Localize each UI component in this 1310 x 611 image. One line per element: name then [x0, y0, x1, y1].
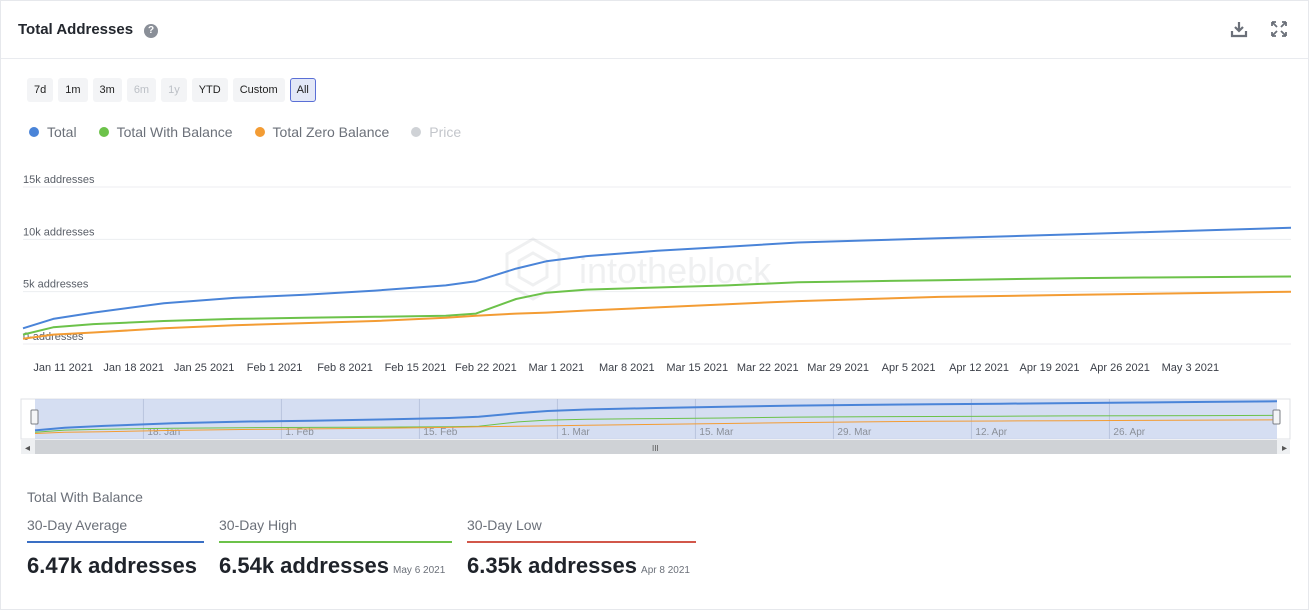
stat-label-average: 30-Day Average	[27, 517, 204, 543]
x-tick-label: Feb 22 2021	[455, 362, 517, 374]
x-tick-label: Apr 19 2021	[1020, 362, 1080, 374]
legend-label-total-zero-balance: Total Zero Balance	[272, 124, 390, 140]
stat-date-high: May 6 2021	[393, 565, 446, 576]
y-tick-label: 10k addresses	[23, 226, 95, 238]
x-tick-label: Jan 18 2021	[103, 362, 164, 374]
stat-30-day-high: 30-Day High 6.54k addresses May 6 2021	[219, 517, 452, 579]
navigator-tick-label: 29. Mar	[837, 427, 872, 438]
chart-legend: Total Total With Balance Total Zero Bala…	[29, 124, 461, 140]
navigator-tick-label: 15. Mar	[699, 427, 734, 438]
x-tick-label: Mar 1 2021	[529, 362, 585, 374]
x-tick-label: Jan 25 2021	[174, 362, 235, 374]
scrollbar-grip[interactable]: III	[652, 444, 659, 453]
y-tick-label: 5k addresses	[23, 279, 89, 291]
stat-value-low-text: 6.35k addresses	[467, 553, 638, 578]
stat-date-low: Apr 8 2021	[641, 565, 690, 576]
range-button-7d[interactable]: 7d	[27, 78, 54, 102]
x-tick-label: Apr 12 2021	[949, 362, 1009, 374]
legend-item-price[interactable]: Price	[411, 124, 461, 140]
navigator-scrollbar-thumb[interactable]	[35, 440, 1277, 454]
legend-marker-total	[29, 127, 39, 137]
x-tick-label: May 3 2021	[1162, 362, 1219, 374]
series-line-total	[22, 226, 1292, 330]
stat-30-day-average: 30-Day Average 6.47k addresses	[27, 517, 204, 579]
legend-item-total-zero-balance[interactable]: Total Zero Balance	[254, 124, 390, 140]
time-range-selector: 7d 1m 3m 6m 1y YTD Custom All	[27, 78, 316, 102]
stat-value-average: 6.47k addresses	[27, 553, 204, 579]
navigator-left-handle[interactable]	[30, 409, 39, 425]
legend-item-total[interactable]: Total	[29, 124, 77, 140]
navigator-tick-label: 12. Apr	[975, 427, 1007, 438]
navigator-series-total-with-balance	[34, 414, 1278, 433]
stat-value-high: 6.54k addresses May 6 2021	[219, 553, 452, 579]
x-tick-label: Mar 29 2021	[807, 362, 869, 374]
navigator-right-handle[interactable]	[1272, 409, 1281, 425]
navigator-tick-label: 1. Mar	[561, 427, 590, 438]
range-button-6m: 6m	[126, 78, 157, 102]
navigator-series-total	[34, 400, 1278, 432]
expand-icon[interactable]	[1269, 19, 1289, 39]
x-tick-label: Jan 11 2021	[33, 362, 93, 374]
navigator-tick-label: 26. Apr	[1113, 427, 1145, 438]
watermark: intotheblock	[505, 237, 772, 301]
legend-marker-price	[411, 127, 422, 137]
x-tick-label: Apr 5 2021	[882, 362, 936, 374]
range-button-custom[interactable]: Custom	[232, 78, 285, 102]
stat-label-high: 30-Day High	[219, 517, 452, 543]
stat-value-high-text: 6.54k addresses	[219, 553, 390, 578]
navigator[interactable]: 18. Jan 1. Feb 15. Feb 1. Mar 15. Mar 29. Mar…	[1, 397, 1310, 457]
stat-label-low: 30-Day Low	[467, 517, 696, 543]
legend-label-total: Total	[47, 124, 77, 140]
download-icon[interactable]	[1229, 19, 1249, 39]
scroll-right-arrow[interactable]: ▸	[1282, 443, 1287, 454]
navigator-series-total-zero-balance	[34, 419, 1278, 434]
x-tick-label: Mar 22 2021	[737, 362, 799, 374]
x-tick-label: Feb 1 2021	[247, 362, 303, 374]
stat-value-average-text: 6.47k addresses	[27, 553, 198, 578]
x-tick-label: Apr 26 2021	[1090, 362, 1150, 374]
x-tick-label: Feb 8 2021	[317, 362, 373, 374]
range-button-1y: 1y	[161, 78, 187, 102]
stat-30-day-low: 30-Day Low 6.35k addresses Apr 8 2021	[467, 517, 696, 579]
stat-value-low: 6.35k addresses Apr 8 2021	[467, 553, 696, 579]
series-line-total-zero-balance	[22, 290, 1292, 340]
legend-marker-total-with-balance	[98, 127, 109, 137]
x-tick-label: Mar 15 2021	[666, 362, 728, 374]
navigator-tick-label: 1. Feb	[285, 427, 314, 438]
range-button-ytd[interactable]: YTD	[191, 78, 228, 102]
x-tick-label: Feb 15 2021	[385, 362, 447, 374]
navigator-tick-label: 18. Jan	[147, 427, 180, 438]
navigator-tick-label: 15. Feb	[423, 427, 457, 438]
help-icon[interactable]: ?	[144, 24, 158, 38]
stats-title: Total With Balance	[27, 489, 143, 505]
range-button-all[interactable]: All	[289, 78, 316, 102]
legend-marker-total-zero-balance	[254, 127, 265, 137]
x-tick-label: Mar 8 2021	[599, 362, 655, 374]
series-line-total-with-balance	[22, 275, 1292, 336]
legend-label-total-with-balance: Total With Balance	[116, 124, 233, 140]
range-button-3m[interactable]: 3m	[92, 78, 122, 102]
y-tick-label: 15k addresses	[23, 174, 95, 186]
scroll-left-arrow[interactable]: ◂	[25, 443, 30, 454]
legend-label-price: Price	[429, 124, 462, 140]
card-header: Total Addresses ?	[1, 1, 1308, 59]
page-title: Total Addresses	[18, 21, 134, 38]
legend-item-total-with-balance[interactable]: Total With Balance	[98, 124, 233, 140]
range-button-1m[interactable]: 1m	[58, 78, 88, 102]
